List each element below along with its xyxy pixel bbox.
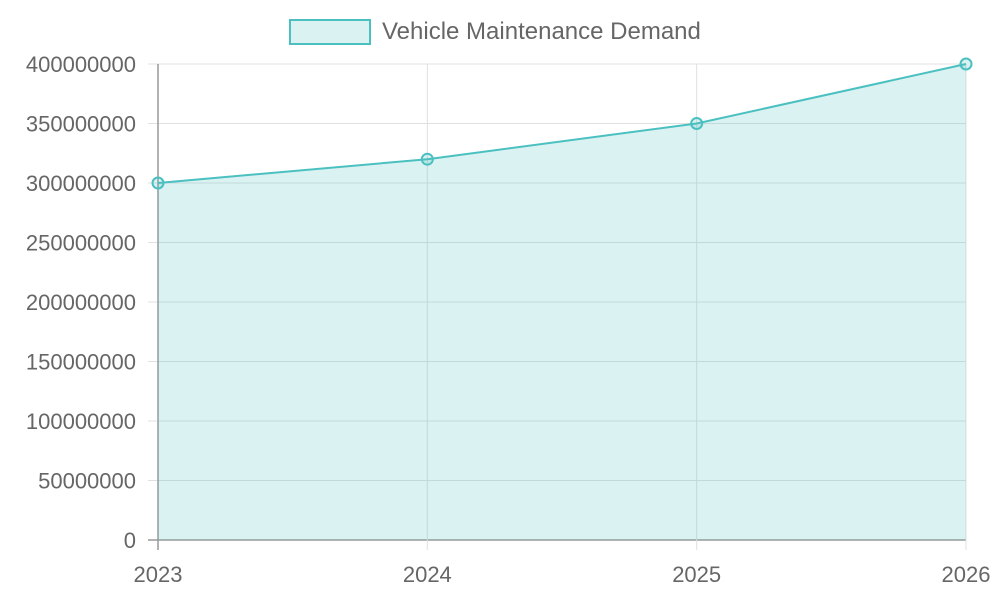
data-point xyxy=(420,152,434,166)
grid xyxy=(148,63,967,550)
y-tick-label: 150000000 xyxy=(26,350,136,375)
x-axis-ticks: 2023 2024 2025 2026 xyxy=(134,562,991,587)
data-point xyxy=(959,57,973,71)
y-tick-label: 350000000 xyxy=(26,112,136,137)
x-tick-label: 2025 xyxy=(672,562,721,587)
y-tick-label: 0 xyxy=(124,528,136,553)
series-line xyxy=(157,63,967,184)
x-tick-label: 2024 xyxy=(403,562,452,587)
y-tick-label: 300000000 xyxy=(26,171,136,196)
data-point xyxy=(690,117,704,130)
x-tick-label: 2026 xyxy=(942,562,991,587)
legend-label: Vehicle Maintenance Demand xyxy=(382,18,701,45)
y-axis-ticks: 0 50000000 100000000 150000000 200000000 2500… xyxy=(26,52,136,553)
y-tick-label: 400000000 xyxy=(26,52,136,77)
area-fill xyxy=(158,64,966,540)
y-tick-label: 100000000 xyxy=(26,409,136,434)
legend-swatch xyxy=(289,19,371,45)
y-tick-label: 50000000 xyxy=(38,469,136,494)
data-point xyxy=(151,176,165,190)
data-points xyxy=(151,57,973,190)
y-tick-label: 250000000 xyxy=(26,231,136,256)
legend[interactable]: Vehicle Maintenance Demand xyxy=(289,18,701,45)
series-area xyxy=(157,63,967,540)
y-tick-label: 200000000 xyxy=(26,290,136,315)
x-tick-label: 2023 xyxy=(134,562,183,587)
